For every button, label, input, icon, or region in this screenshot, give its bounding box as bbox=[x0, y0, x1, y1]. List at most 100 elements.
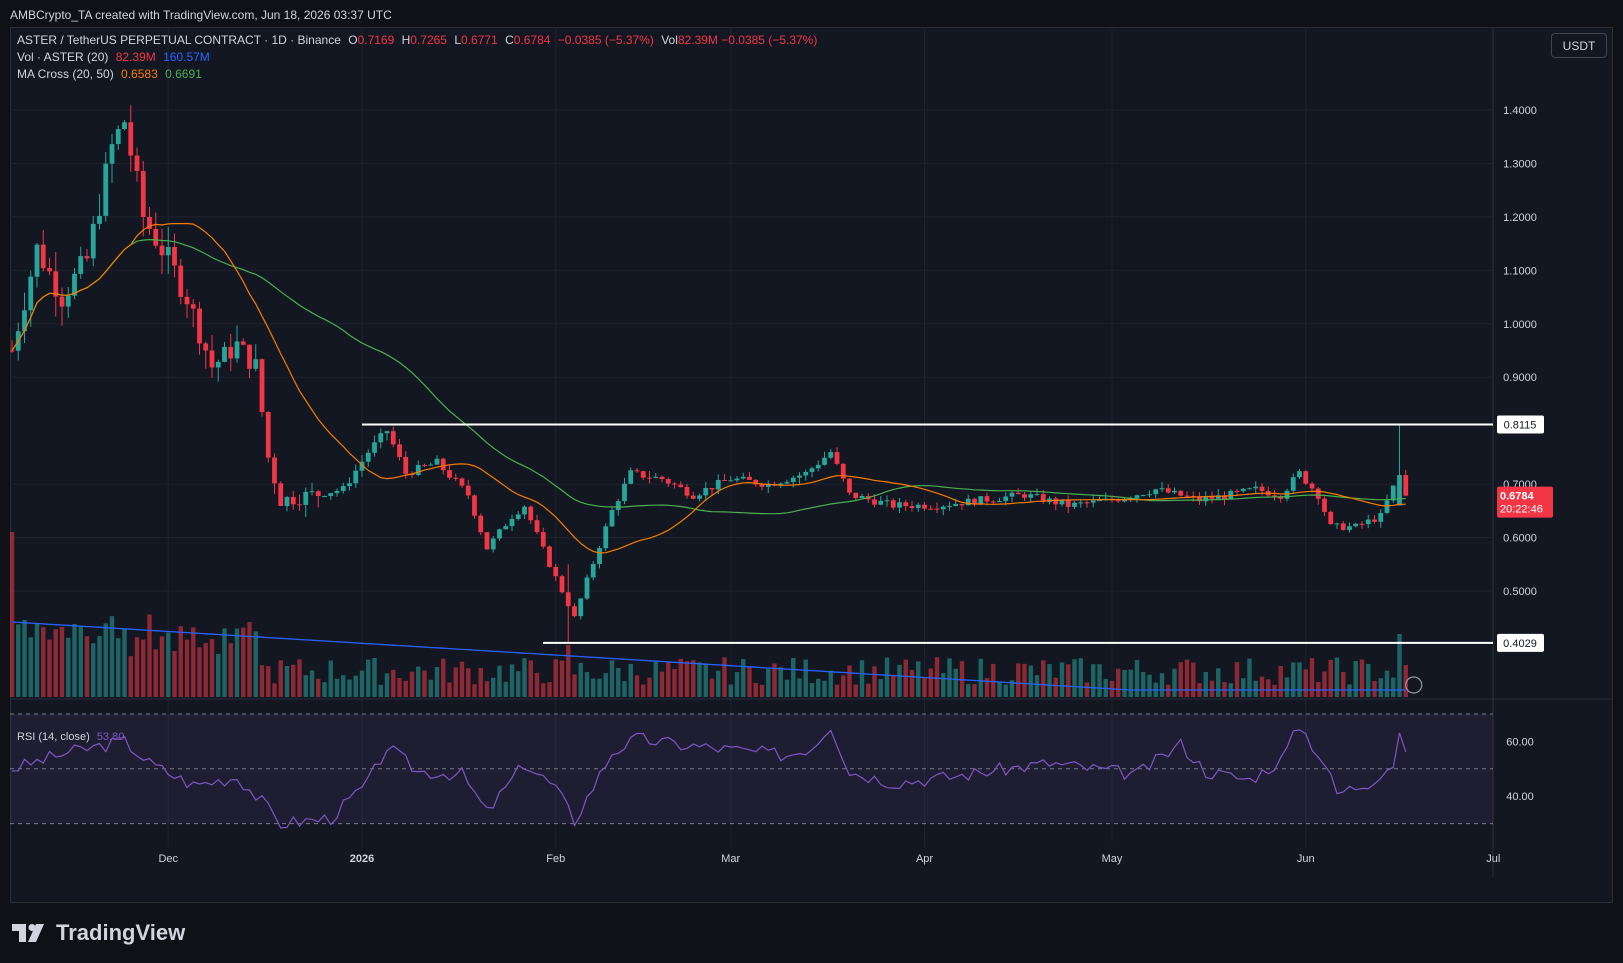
candle-body bbox=[72, 273, 77, 296]
volume-bar bbox=[178, 626, 183, 697]
candle-body bbox=[1197, 496, 1202, 502]
candle-body bbox=[1159, 488, 1165, 490]
candle-body bbox=[653, 476, 659, 478]
candle-body bbox=[728, 480, 734, 482]
change-value: −0.0385 (−5.37%) bbox=[557, 33, 654, 47]
candle-body bbox=[934, 508, 940, 510]
volume-bar bbox=[397, 678, 402, 697]
candle-body bbox=[665, 479, 671, 484]
volume-bar bbox=[1216, 668, 1221, 697]
chart-canvas[interactable]: 0.8115 0.4029 1.4000 1.3000 1.2000 1.1000 1.00… bbox=[10, 27, 1613, 903]
candle-body bbox=[284, 497, 290, 506]
volume-bar bbox=[378, 684, 383, 697]
candle-body bbox=[10, 350, 15, 352]
volume-bar bbox=[416, 666, 421, 697]
volume-bar bbox=[772, 663, 777, 697]
candle-body bbox=[915, 504, 921, 509]
candle-body bbox=[347, 483, 352, 487]
volume-bar bbox=[353, 675, 358, 697]
candle-body bbox=[684, 487, 690, 496]
candle-body bbox=[759, 484, 765, 487]
volume-bar bbox=[1178, 662, 1183, 697]
ma50-value: 0.6691 bbox=[165, 67, 202, 81]
volume-bar bbox=[291, 664, 296, 697]
candle-body bbox=[328, 493, 334, 496]
volume-bar bbox=[847, 665, 852, 697]
candle-body bbox=[784, 481, 790, 484]
candle-body bbox=[1384, 500, 1390, 513]
volume-bar bbox=[472, 684, 477, 697]
volume-bar bbox=[447, 682, 452, 697]
time-tick-label: Dec bbox=[158, 853, 178, 865]
candle-body bbox=[628, 470, 634, 484]
volume-bar bbox=[72, 624, 77, 697]
candle-body bbox=[1322, 498, 1327, 512]
candle-body bbox=[1240, 488, 1246, 492]
candle-body bbox=[584, 577, 590, 599]
volume-bar bbox=[347, 679, 352, 697]
candle-body bbox=[997, 501, 1002, 503]
volume-bar bbox=[884, 657, 890, 697]
volume-bar bbox=[1141, 671, 1146, 697]
candle-body bbox=[1278, 496, 1284, 499]
volume-bar bbox=[1147, 674, 1152, 697]
candle-body bbox=[1259, 486, 1265, 491]
rsi-value: 53.80 bbox=[96, 731, 125, 743]
candle-body bbox=[247, 344, 252, 369]
candle-body bbox=[803, 471, 809, 476]
volume-bar bbox=[878, 679, 883, 697]
volume-bar bbox=[1003, 684, 1008, 697]
volume-bar bbox=[697, 662, 702, 697]
volume-bar bbox=[947, 658, 952, 697]
candle-body bbox=[872, 499, 877, 505]
candle-body bbox=[359, 461, 365, 471]
candle-body bbox=[809, 468, 815, 472]
candle-body bbox=[203, 343, 209, 351]
candle-body bbox=[690, 495, 696, 499]
currency-button[interactable]: USDT bbox=[1551, 33, 1607, 58]
candle-body bbox=[322, 495, 327, 497]
candle-body bbox=[678, 484, 684, 488]
candle-body bbox=[965, 498, 971, 506]
volume-bar bbox=[916, 661, 921, 697]
volume-value: 82.39M bbox=[115, 50, 156, 64]
candle-body bbox=[503, 526, 509, 530]
candle-body bbox=[1034, 494, 1040, 496]
candle-body bbox=[1178, 490, 1184, 496]
candle-body bbox=[378, 433, 384, 443]
volume-bar bbox=[497, 665, 502, 697]
open-label: O bbox=[348, 33, 358, 47]
candle-body bbox=[797, 475, 802, 478]
volume-bar bbox=[722, 657, 727, 697]
level-label: 0.4029 bbox=[1497, 633, 1544, 652]
volume-bar bbox=[953, 668, 958, 697]
candle-body bbox=[453, 477, 459, 479]
price-tick-label: 0.5000 bbox=[1503, 586, 1537, 598]
volume-bar bbox=[1066, 664, 1071, 697]
volume-bar bbox=[1384, 670, 1390, 697]
candle-body bbox=[278, 483, 284, 506]
volume-bar bbox=[1303, 669, 1308, 697]
close-label: C bbox=[505, 33, 514, 47]
chart-attribution: AMBCrypto_TA created with TradingView.co… bbox=[10, 8, 392, 22]
candle-body bbox=[140, 171, 146, 218]
candle-body bbox=[853, 492, 859, 499]
grid-lines bbox=[10, 27, 1613, 877]
volume-bar bbox=[547, 682, 552, 697]
low-value: 0.6771 bbox=[461, 33, 498, 47]
volume-bar bbox=[434, 666, 440, 697]
candle-body bbox=[947, 505, 952, 507]
candle-body bbox=[122, 122, 127, 130]
volume-bar bbox=[1391, 677, 1396, 697]
candle-body bbox=[1065, 500, 1071, 507]
candle-body bbox=[884, 500, 890, 502]
time-tick-label: May bbox=[1102, 853, 1123, 865]
close-value: 0.6784 bbox=[513, 33, 551, 47]
volume-bar bbox=[922, 677, 927, 697]
volume-bar bbox=[16, 624, 21, 697]
candle-body bbox=[590, 563, 596, 578]
candle-body bbox=[353, 470, 359, 484]
candle-body bbox=[547, 546, 552, 567]
candle-body bbox=[1015, 492, 1021, 495]
